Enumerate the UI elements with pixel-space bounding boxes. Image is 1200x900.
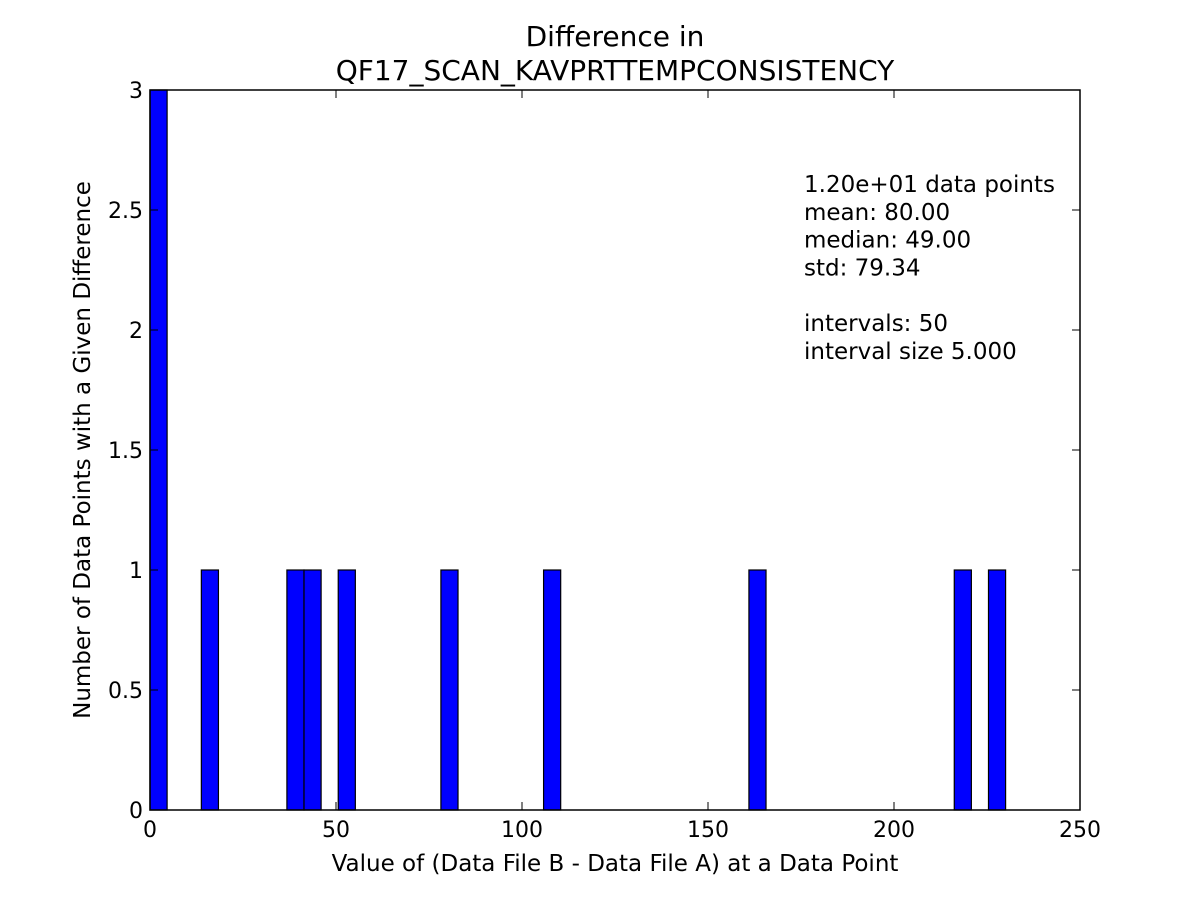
histogram-bar <box>440 569 459 811</box>
histogram-bar <box>286 569 305 811</box>
y-tick-label: 1 <box>129 559 143 584</box>
stats-line: intervals: 50 <box>804 311 948 337</box>
x-tick-label: 250 <box>1059 818 1101 843</box>
y-tick-label: 0 <box>129 799 143 824</box>
x-tick-label: 200 <box>873 818 915 843</box>
y-tick-label: 1.5 <box>108 439 143 464</box>
histogram-bar <box>953 569 972 811</box>
chart-title-line2: QF17_SCAN_KAVPRTTEMPCONSISTENCY <box>336 54 895 87</box>
histogram-bar <box>542 569 562 811</box>
stats-line: median: 49.00 <box>804 228 971 254</box>
histogram-bar <box>987 569 1007 811</box>
histogram-bar <box>337 569 356 811</box>
stats-line: mean: 80.00 <box>804 200 950 226</box>
stats-line: interval size 5.000 <box>804 339 1017 365</box>
axis-ticks: 0 50 100 150 200 250 0 0.5 1 1.5 2 2.5 3 <box>108 79 1101 843</box>
x-tick-label: 50 <box>322 818 350 843</box>
bars-group <box>149 89 1007 811</box>
x-tick-label: 0 <box>143 818 157 843</box>
y-tick-label: 3 <box>129 79 143 104</box>
histogram-bar <box>303 569 322 811</box>
y-tick-label: 0.5 <box>108 679 143 704</box>
x-tick-label: 100 <box>501 818 543 843</box>
stats-line: 1.20e+01 data points <box>804 172 1055 198</box>
histogram-bar <box>200 569 220 811</box>
y-axis-label: Number of Data Points with a Given Diffe… <box>70 181 96 719</box>
chart-title-line1: Difference in <box>526 20 705 53</box>
histogram-bar <box>748 569 767 811</box>
x-axis-label: Value of (Data File B - Data File A) at … <box>332 851 899 877</box>
stats-line: std: 79.34 <box>804 255 921 281</box>
x-tick-label: 150 <box>687 818 729 843</box>
y-tick-label: 2 <box>129 319 143 344</box>
y-tick-label: 2.5 <box>108 199 143 224</box>
